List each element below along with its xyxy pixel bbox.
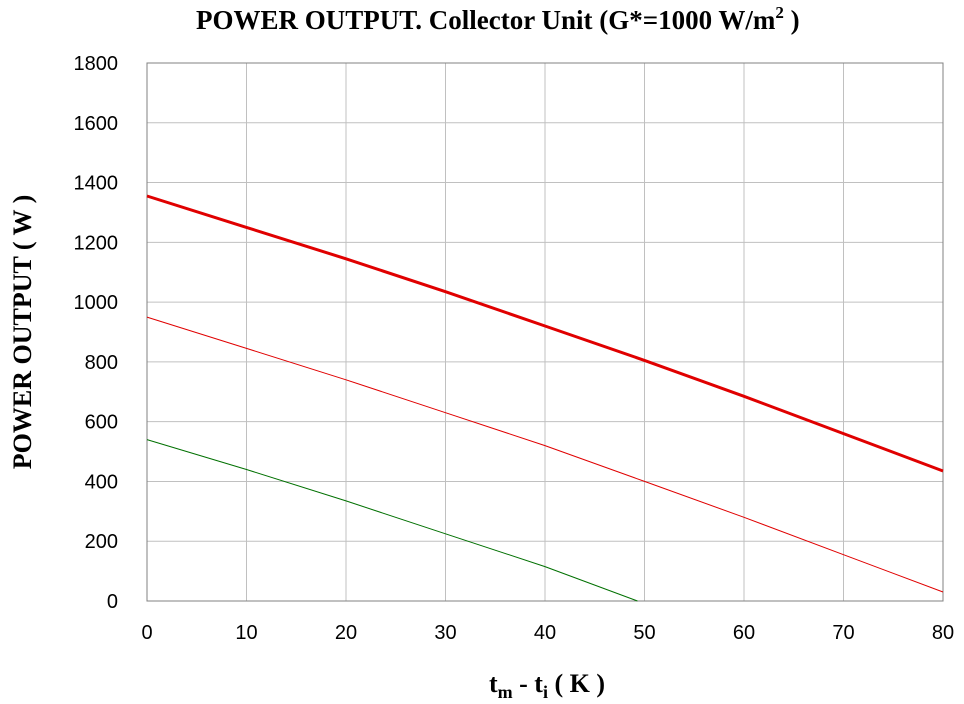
chart-title-superscript: 2 bbox=[775, 3, 784, 22]
x-tick-label: 50 bbox=[633, 622, 655, 644]
x-tick-label: 0 bbox=[141, 622, 152, 644]
series-line-2 bbox=[146, 316, 944, 593]
y-tick-label: 1800 bbox=[74, 53, 119, 75]
y-tick-label: 200 bbox=[85, 531, 118, 553]
series-line-1 bbox=[146, 194, 944, 473]
y-tick-label: 400 bbox=[85, 471, 118, 493]
x-gridlines bbox=[146, 63, 944, 601]
x-tick-label: 40 bbox=[534, 622, 556, 644]
y-tick-label: 1200 bbox=[74, 232, 119, 254]
x-axis-label-sub-i: i bbox=[543, 682, 548, 702]
y-tick-label: 1000 bbox=[74, 292, 119, 314]
chart-title-end: ) bbox=[784, 5, 800, 35]
x-axis-label: tm - ti ( K ) bbox=[489, 669, 605, 702]
x-tick-labels: 0 10 20 30 40 50 60 70 80 bbox=[141, 622, 954, 644]
x-axis-label-mid: - t bbox=[513, 669, 544, 698]
y-tick-label: 800 bbox=[85, 352, 118, 374]
x-tick-label: 70 bbox=[832, 622, 854, 644]
y-tick-label: 1600 bbox=[74, 113, 119, 135]
y-tick-labels: 0 200 400 600 800 1000 1200 1400 1600 1800 bbox=[74, 53, 119, 613]
y-tick-label: 0 bbox=[107, 591, 118, 613]
x-tick-label: 10 bbox=[235, 622, 257, 644]
chart-title: POWER OUTPUT. Collector Unit (G*=1000 W/… bbox=[196, 3, 800, 35]
x-axis-label-end: ( K ) bbox=[548, 669, 605, 698]
x-tick-label: 20 bbox=[335, 622, 357, 644]
plot-area-frame bbox=[146, 62, 944, 602]
chart-title-main: POWER OUTPUT. Collector Unit (G*=1000 W/… bbox=[196, 5, 776, 35]
x-axis-label-sub-m: m bbox=[498, 682, 513, 702]
x-tick-label: 30 bbox=[434, 622, 456, 644]
y-axis-label: POWER OUTPUT ( W ) bbox=[8, 195, 37, 469]
y-tick-label: 1400 bbox=[74, 173, 119, 195]
y-tick-label: 600 bbox=[85, 412, 118, 434]
data-series bbox=[146, 194, 944, 602]
x-tick-label: 80 bbox=[932, 622, 954, 644]
x-axis-label-t1: t bbox=[489, 669, 498, 698]
series-line-3 bbox=[146, 439, 638, 602]
x-tick-label: 60 bbox=[733, 622, 755, 644]
